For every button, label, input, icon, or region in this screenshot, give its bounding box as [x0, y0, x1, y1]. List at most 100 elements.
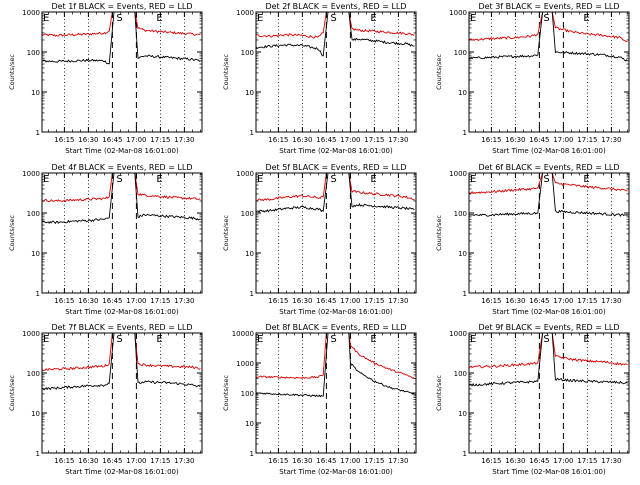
plot-frame [41, 172, 203, 294]
plot-frame [41, 332, 203, 454]
y-tick-label: 10 [458, 250, 467, 258]
x-tick-label: 17:00 [553, 457, 573, 465]
x-tick-label: 16:45 [102, 297, 122, 305]
y-tick-label: 10 [458, 410, 467, 418]
end-marker-right: E [583, 13, 589, 24]
end-marker-left: E [257, 174, 263, 185]
y-axis-label: Counts/sec [8, 215, 16, 251]
x-axis-label: Start Time (02-Mar-08 16:01:00) [279, 468, 393, 476]
plot-frame [468, 172, 630, 294]
x-tick-label: 16:15 [54, 297, 74, 305]
y-tick-label: 100 [27, 370, 40, 378]
plot-frame [41, 11, 203, 133]
panel-title: Det 8f BLACK = Events, RED = LLD [265, 323, 406, 332]
x-tick-label: 17:15 [150, 457, 170, 465]
y-axis-label: Counts/sec [8, 54, 16, 90]
x-tick-label: 16:30 [78, 297, 98, 305]
y-tick-label: 1000 [449, 170, 467, 178]
end-marker-left: E [470, 334, 476, 345]
x-tick-label: 16:15 [481, 457, 501, 465]
panel-title: Det 6f BLACK = Events, RED = LLD [478, 163, 619, 172]
x-tick-label: 16:45 [529, 136, 549, 144]
panel-title: Det 5f BLACK = Events, RED = LLD [265, 163, 406, 172]
plot-frame [255, 11, 417, 133]
x-tick-label: 17:30 [388, 457, 408, 465]
x-tick-label: 17:00 [126, 457, 146, 465]
x-tick-label: 16:45 [316, 136, 336, 144]
panel-det-2: Det 2f BLACK = Events, RED = LLD Counts/s… [222, 2, 417, 155]
x-tick-label: 17:00 [553, 297, 573, 305]
y-tick-label: 1 [463, 290, 467, 298]
start-marker: S [543, 13, 549, 24]
plot-frame [255, 332, 417, 454]
end-marker-left: E [257, 13, 263, 24]
x-tick-label: 16:45 [529, 457, 549, 465]
panel-title: Det 2f BLACK = Events, RED = LLD [265, 2, 406, 11]
x-axis-label: Start Time (02-Mar-08 16:01:00) [279, 308, 393, 316]
panel-title: Det 1f BLACK = Events, RED = LLD [51, 2, 192, 11]
plot-frame [468, 11, 630, 133]
start-marker: S [330, 174, 336, 185]
start-marker: S [116, 174, 122, 185]
x-tick-label: 16:15 [54, 136, 74, 144]
y-tick-label: 1000 [236, 170, 254, 178]
y-tick-label: 100 [241, 49, 254, 57]
panel-title: Det 4f BLACK = Events, RED = LLD [51, 163, 192, 172]
x-tick-label: 17:15 [364, 457, 384, 465]
x-tick-label: 17:15 [364, 297, 384, 305]
x-tick-label: 16:30 [78, 136, 98, 144]
y-tick-label: 10000 [232, 330, 254, 338]
end-marker-left: E [43, 13, 49, 24]
x-axis-label: Start Time (02-Mar-08 16:01:00) [65, 468, 179, 476]
x-tick-label: 17:30 [174, 136, 194, 144]
panel-det-6: Det 6f BLACK = Events, RED = LLD Counts/s… [435, 163, 630, 316]
y-tick-label: 10 [245, 420, 254, 428]
x-tick-label: 16:30 [505, 136, 525, 144]
start-marker: S [543, 174, 549, 185]
x-tick-label: 17:30 [601, 136, 621, 144]
y-tick-label: 1 [36, 290, 40, 298]
end-marker-right: E [156, 13, 162, 24]
panel-title: Det 7f BLACK = Events, RED = LLD [51, 323, 192, 332]
x-tick-label: 17:00 [553, 136, 573, 144]
x-tick-label: 16:15 [481, 136, 501, 144]
y-tick-label: 1 [463, 450, 467, 458]
x-tick-label: 17:15 [364, 136, 384, 144]
end-marker-right: E [583, 334, 589, 345]
end-marker-right: E [156, 174, 162, 185]
y-tick-label: 1 [250, 129, 254, 137]
x-tick-label: 17:00 [126, 136, 146, 144]
panel-title: Det 3f BLACK = Events, RED = LLD [478, 2, 619, 11]
panel-det-9: Det 9f BLACK = Events, RED = LLD Counts/s… [435, 323, 630, 476]
end-marker-right: E [583, 174, 589, 185]
y-tick-label: 10 [31, 89, 40, 97]
x-tick-label: 17:15 [577, 136, 597, 144]
y-axis-label: Counts/sec [435, 215, 443, 251]
x-tick-label: 16:30 [292, 297, 312, 305]
y-tick-label: 1000 [22, 9, 40, 17]
x-axis-label: Start Time (02-Mar-08 16:01:00) [279, 147, 393, 155]
x-tick-label: 16:15 [268, 457, 288, 465]
panel-det-8: Det 8f BLACK = Events, RED = LLD Counts/s… [222, 323, 417, 476]
y-tick-label: 10 [31, 250, 40, 258]
end-marker-left: E [470, 13, 476, 24]
x-tick-label: 17:00 [340, 136, 360, 144]
y-tick-label: 1 [250, 290, 254, 298]
y-tick-label: 10 [245, 250, 254, 258]
x-tick-label: 16:30 [292, 136, 312, 144]
y-tick-label: 1 [250, 450, 254, 458]
y-axis-label: Counts/sec [222, 215, 230, 251]
x-tick-label: 17:15 [577, 457, 597, 465]
end-marker-left: E [43, 174, 49, 185]
y-tick-label: 1000 [236, 9, 254, 17]
y-tick-label: 100 [27, 49, 40, 57]
start-marker: S [116, 334, 122, 345]
y-axis-label: Counts/sec [222, 375, 230, 411]
x-axis-label: Start Time (02-Mar-08 16:01:00) [492, 147, 606, 155]
y-tick-label: 1 [36, 129, 40, 137]
start-marker: S [116, 13, 122, 24]
x-tick-label: 17:30 [174, 297, 194, 305]
x-axis-label: Start Time (02-Mar-08 16:01:00) [65, 147, 179, 155]
